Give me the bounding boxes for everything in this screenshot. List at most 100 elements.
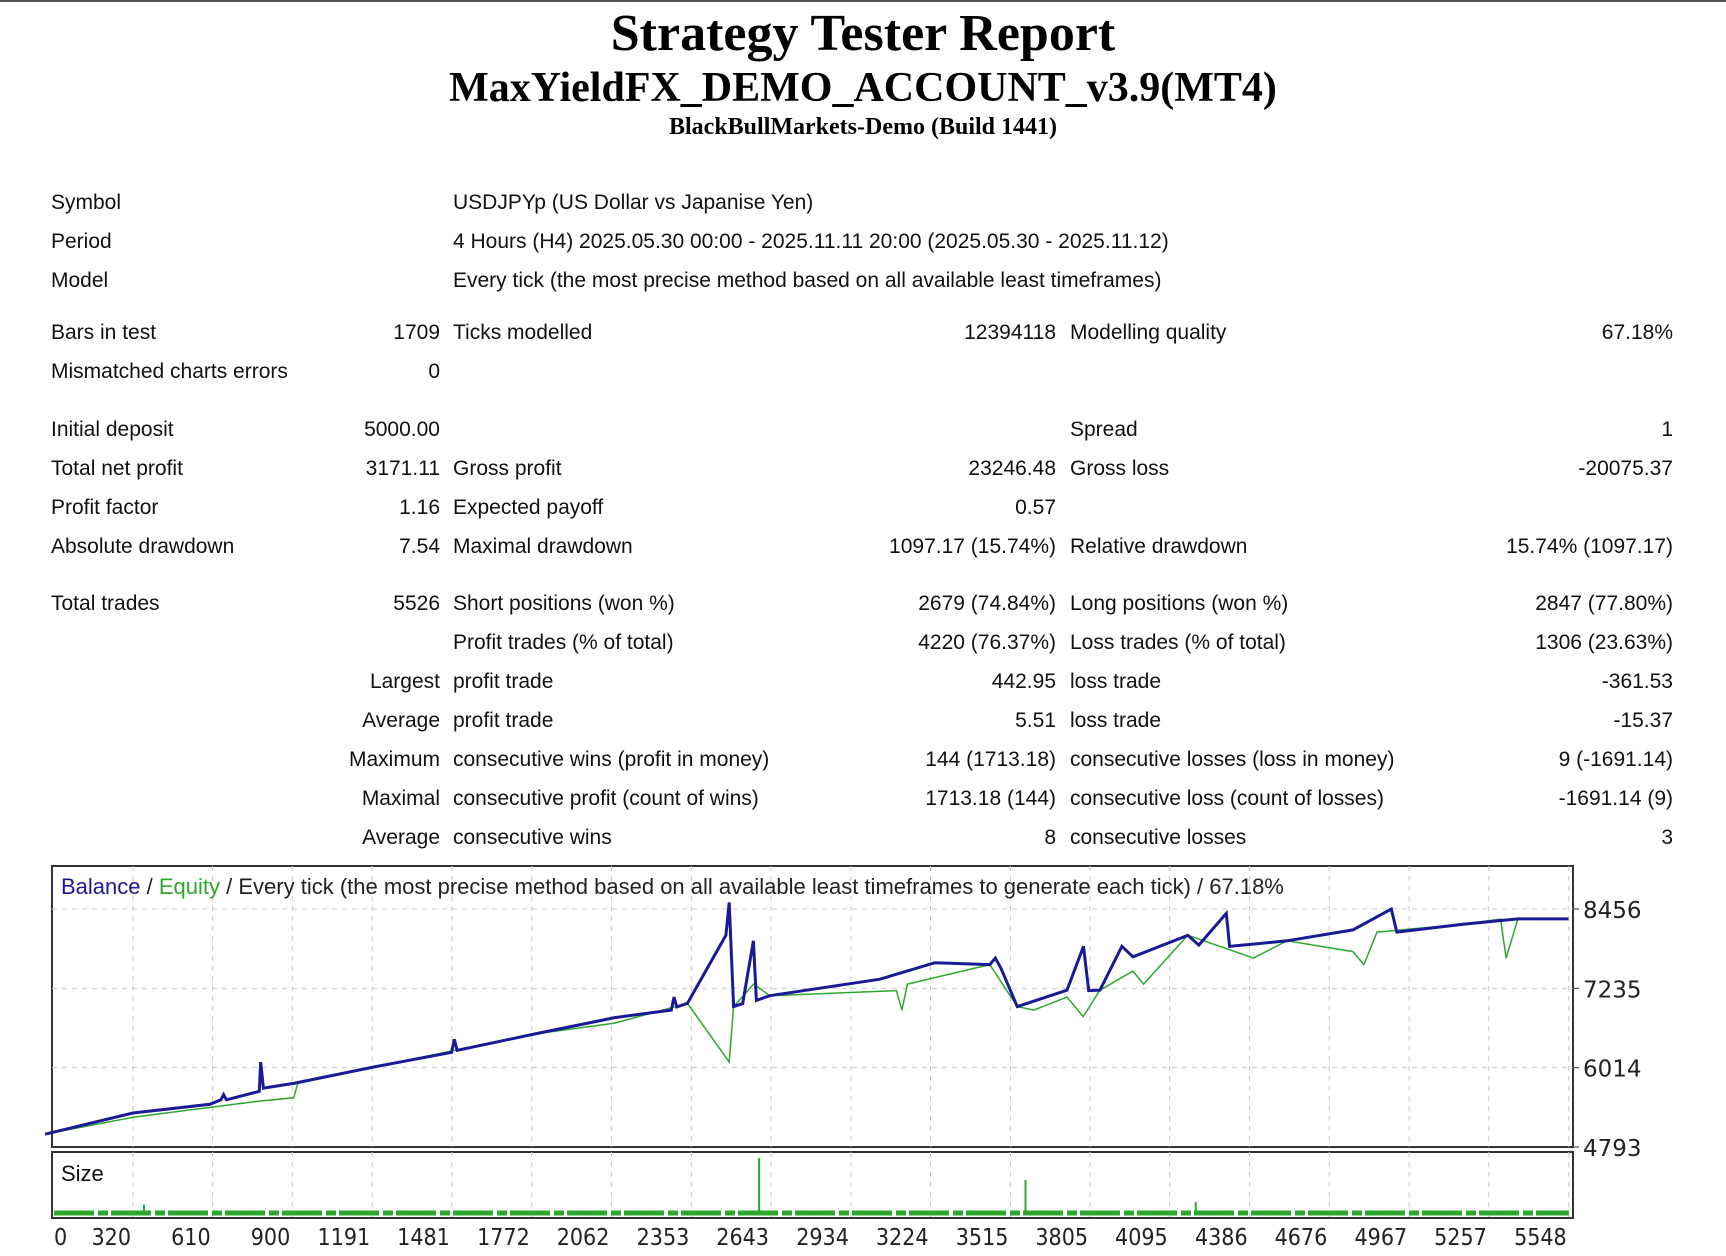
stats-cell: Average: [362, 709, 440, 732]
legend-balance: Balance: [61, 874, 141, 899]
stats-cell: Profit factor: [51, 496, 159, 519]
stats-cell: Short positions (won %): [453, 592, 675, 615]
stats-cell: -20075.37: [1578, 457, 1673, 480]
stats-cell: Gross loss: [1070, 457, 1170, 480]
expert-name: MaxYieldFX_DEMO_ACCOUNT_v3.9(MT4): [449, 65, 1277, 111]
stats-cell: 3171.11: [365, 457, 440, 480]
x-tick-label: 610: [171, 1225, 211, 1251]
stats-cell: 5000.00: [364, 418, 440, 441]
stats-cell: 9 (-1691.14): [1558, 748, 1673, 771]
stats-cell: 5526: [393, 592, 440, 615]
period-label: Period: [51, 230, 112, 253]
x-tick-label: 2643: [716, 1225, 769, 1251]
size-panel-label: Size: [61, 1161, 104, 1186]
stats-cell: Loss trades (% of total): [1070, 631, 1286, 654]
x-tick-label: 4967: [1355, 1225, 1408, 1251]
legend-sep: /: [140, 874, 159, 899]
stats-cell: 144 (1713.18): [925, 748, 1056, 771]
stats-cell: profit trade: [453, 709, 554, 732]
x-tick-label: 4676: [1275, 1225, 1328, 1251]
chart-legend: Balance / Equity / Every tick (the most …: [61, 874, 1284, 900]
stats-cell: 5.51: [1015, 709, 1056, 732]
stats-cell: consecutive losses: [1070, 826, 1247, 849]
stats-cell: Ticks modelled: [453, 321, 593, 344]
stats-cell: -1691.14 (9): [1558, 787, 1673, 810]
stats-cell: consecutive loss (count of losses): [1070, 787, 1384, 810]
x-tick-label: 1191: [318, 1225, 371, 1251]
stats-cell: 442.95: [991, 670, 1056, 693]
stats-cell: 1709: [393, 321, 440, 344]
y-tick-label: 8456: [1583, 898, 1642, 924]
stats-cell: consecutive losses (loss in money): [1070, 748, 1395, 771]
stats-cell: Initial deposit: [51, 418, 174, 441]
stats-cell: 67.18%: [1601, 321, 1673, 344]
stats-cell: Relative drawdown: [1070, 535, 1248, 558]
x-tick-label: 3224: [876, 1225, 929, 1251]
stats-cell: Mismatched charts errors: [51, 360, 288, 383]
stats-cell: Total net profit: [51, 457, 183, 480]
stats-cell: 0.57: [1015, 496, 1056, 519]
x-tick-label: 4386: [1195, 1225, 1248, 1251]
stats-cell: loss trade: [1070, 670, 1162, 693]
stats-cell: 0: [428, 360, 440, 383]
stats-cell: 12394118: [964, 321, 1056, 344]
stats-cell: 1.16: [399, 496, 440, 519]
stats-cell: Absolute drawdown: [51, 535, 235, 558]
server-build: BlackBullMarkets-Demo (Build 1441): [669, 114, 1057, 140]
period-value: 4 Hours (H4) 2025.05.30 00:00 - 2025.11.…: [453, 230, 1169, 253]
stats-cell: Long positions (won %): [1070, 592, 1289, 615]
x-tick-label: 1772: [477, 1225, 530, 1251]
x-tick-label: 320: [92, 1225, 132, 1251]
stats-cell: Expected payoff: [453, 496, 604, 519]
stats-cell: 15.74% (1097.17): [1506, 535, 1673, 558]
stats-cell: 3: [1661, 826, 1673, 849]
x-tick-label: 5548: [1514, 1225, 1567, 1251]
y-tick-label: 7235: [1583, 977, 1642, 1003]
stats-cell: 1713.18 (144): [925, 787, 1056, 810]
x-tick-label: 5257: [1434, 1225, 1487, 1251]
y-tick-label: 4793: [1583, 1136, 1642, 1162]
stats-cell: 1306 (23.63%): [1535, 631, 1673, 654]
stats-cell: Spread: [1070, 418, 1138, 441]
legend-description: / Every tick (the most precise method ba…: [220, 874, 1284, 899]
main-plot-frame: [51, 865, 1574, 1148]
stats-cell: loss trade: [1070, 709, 1162, 732]
stats-cell: Maximal drawdown: [453, 535, 633, 558]
stats-cell: Bars in test: [51, 321, 157, 344]
stats-cell: 2679 (74.84%): [918, 592, 1056, 615]
x-tick-label: 3805: [1035, 1225, 1088, 1251]
x-tick-label: 2934: [796, 1225, 849, 1251]
stats-cell: Maximal: [361, 787, 440, 810]
stats-cell: Total trades: [51, 592, 160, 615]
x-tick-label: 900: [251, 1225, 291, 1251]
stats-cell: Largest: [369, 670, 440, 693]
x-tick-label: 2353: [637, 1225, 690, 1251]
stats-cell: -15.37: [1613, 709, 1673, 732]
stats-cell: Average: [362, 826, 440, 849]
stats-cell: Gross profit: [453, 457, 562, 480]
stats-cell: 4220 (76.37%): [918, 631, 1056, 654]
stats-cell: 1097.17 (15.74%): [889, 535, 1056, 558]
stats-cell: 2847 (77.80%): [1535, 592, 1673, 615]
stats-cell: 1: [1661, 418, 1673, 441]
stats-cell: Maximum: [348, 748, 440, 771]
model-value: Every tick (the most precise method base…: [453, 269, 1162, 292]
x-tick-label: 2062: [557, 1225, 610, 1251]
stats-cell: profit trade: [453, 670, 554, 693]
top-border: [0, 0, 1726, 2]
report-title: Strategy Tester Report: [610, 5, 1116, 62]
x-tick-label: 3515: [956, 1225, 1009, 1251]
stats-cell: consecutive wins (profit in money): [453, 748, 770, 771]
model-label: Model: [51, 269, 109, 292]
stats-cell: -361.53: [1601, 670, 1673, 693]
balance-line: [44, 902, 1569, 1136]
stats-cell: consecutive wins: [453, 826, 612, 849]
legend-equity: Equity: [158, 874, 221, 899]
size-plot-frame: [51, 1151, 1574, 1219]
stats-cell: 7.54: [399, 535, 440, 558]
symbol-value: USDJPYp (US Dollar vs Japanise Yen): [453, 191, 814, 214]
x-tick-label: 1481: [397, 1225, 450, 1251]
stats-cell: 23246.48: [968, 457, 1056, 480]
y-tick-label: 6014: [1583, 1057, 1642, 1083]
